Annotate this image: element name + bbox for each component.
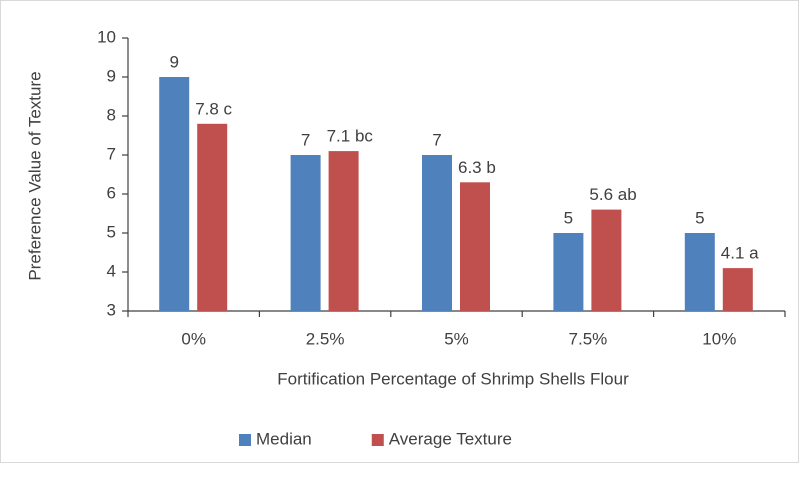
bar [591, 209, 622, 311]
y-tick-label: 8 [107, 105, 116, 124]
data-label: 7 [301, 130, 310, 149]
legend-swatch [239, 434, 251, 446]
bar [722, 268, 753, 311]
bar [290, 155, 321, 311]
x-tick-label: 10% [702, 329, 736, 348]
data-label: 7 [432, 130, 441, 149]
y-axis-title: Preference Value of Texture [25, 71, 44, 280]
bar [197, 123, 228, 311]
x-tick-label: 2.5% [306, 329, 345, 348]
bar [422, 155, 452, 311]
y-tick-label: 6 [107, 183, 116, 202]
x-tick-label: 0% [181, 329, 206, 348]
bar [328, 151, 359, 311]
x-tick-label: 7.5% [569, 329, 608, 348]
y-tick-label: 7 [107, 144, 116, 163]
chart-border [0, 0, 799, 463]
y-tick-label: 3 [107, 300, 116, 319]
bar [159, 77, 190, 311]
data-label: 5 [695, 208, 704, 227]
bar [553, 233, 584, 311]
x-tick-label: 5% [444, 329, 469, 348]
data-label: 5 [564, 208, 573, 227]
data-label: 4.1 a [721, 244, 759, 263]
data-label: 5.6 ab [589, 185, 636, 204]
y-tick-label: 5 [107, 222, 116, 241]
y-tick-label: 9 [107, 66, 116, 85]
data-label: 6.3 b [458, 158, 496, 177]
data-label: 7.8 c [195, 99, 232, 118]
data-label: 7.1 bc [327, 127, 374, 146]
y-tick-label: 4 [107, 261, 116, 280]
legend-label: Average Texture [389, 429, 512, 448]
y-tick-label: 10 [97, 27, 116, 46]
data-label: 9 [169, 52, 178, 71]
x-axis-title: Fortification Percentage of Shrimp Shell… [277, 369, 629, 388]
legend-swatch [371, 434, 384, 446]
bar [460, 182, 490, 311]
bar [684, 233, 715, 311]
legend-label: Median [256, 429, 312, 448]
